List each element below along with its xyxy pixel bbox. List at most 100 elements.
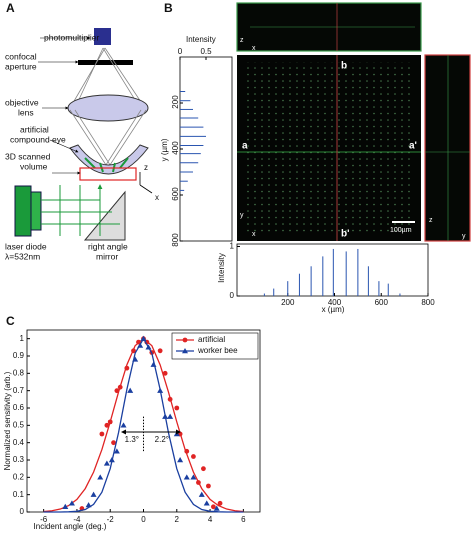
diagram-label: volume xyxy=(20,161,48,171)
microscope-images xyxy=(236,2,471,242)
laser-beams-up xyxy=(59,185,100,236)
marker xyxy=(68,500,75,506)
axis-letter: x xyxy=(252,231,256,238)
tick-label: 0 xyxy=(230,291,235,300)
marker xyxy=(184,448,190,454)
tick-label: 2 xyxy=(175,515,180,524)
marker xyxy=(157,387,164,393)
legend-label: artificial xyxy=(198,335,225,344)
x-axis-label: x (µm) xyxy=(322,305,345,314)
marker xyxy=(145,344,152,350)
tick-label: 200 xyxy=(281,298,295,307)
marker xyxy=(99,431,105,437)
marker xyxy=(182,337,188,343)
tick-label: 1 xyxy=(20,334,25,343)
image-label: b' xyxy=(341,229,350,240)
diagram-label: 3D scanned xyxy=(5,151,51,161)
x-axis-label: Incident angle (deg.) xyxy=(34,522,107,531)
axis-letter: z xyxy=(144,163,148,172)
marker xyxy=(124,365,130,371)
panel-label: B xyxy=(164,1,173,15)
tick-label: 0.7 xyxy=(13,386,25,395)
axis-glyph xyxy=(139,172,153,194)
chart-title: Intensity xyxy=(186,35,216,44)
marker xyxy=(107,419,113,425)
marker xyxy=(140,335,147,341)
marker xyxy=(103,460,110,466)
fit-curve xyxy=(43,337,244,513)
mirror xyxy=(83,190,126,241)
marker xyxy=(127,387,134,393)
marker xyxy=(206,483,211,489)
marker xyxy=(137,342,144,348)
tick-label: 400 xyxy=(328,298,342,307)
legend-box xyxy=(171,332,259,360)
scale-bar-label: 100µm xyxy=(390,227,412,234)
tick-label: 0 xyxy=(141,515,146,524)
y-axis-label: Normalized sensitivity (arb.) xyxy=(3,371,12,470)
tick-label: 600 xyxy=(375,298,389,307)
marker xyxy=(190,474,197,480)
marker xyxy=(183,474,190,480)
image-label: a' xyxy=(409,141,417,152)
image-label: b xyxy=(341,61,347,72)
marker xyxy=(111,440,116,446)
tick-label: 0.3 xyxy=(13,455,25,464)
annotation: 2.2° xyxy=(155,435,169,444)
tick-label: 200 xyxy=(171,95,180,109)
diagram-label: compound eye xyxy=(10,134,66,144)
axis-letter: y xyxy=(240,212,244,219)
marker xyxy=(62,503,69,509)
marker xyxy=(113,448,120,454)
tick-label: 0.5 xyxy=(200,47,212,56)
beam-lines xyxy=(69,47,146,109)
diagram-label: right angle xyxy=(88,241,128,251)
diagram-label: artificial xyxy=(20,124,49,134)
marker xyxy=(167,396,173,402)
marker xyxy=(132,356,139,362)
marker xyxy=(198,491,205,497)
tick-label: -2 xyxy=(107,515,115,524)
marker xyxy=(211,504,216,510)
marker xyxy=(120,422,127,428)
tick-label: 800 xyxy=(171,233,180,247)
diagram-label: aperture xyxy=(5,61,37,71)
axis-letter: x xyxy=(252,45,256,52)
diagram-label: lens xyxy=(18,107,34,117)
marker xyxy=(90,491,97,497)
axis-letter: z xyxy=(429,217,433,224)
image-label: a xyxy=(242,141,248,152)
tick-label: 0.5 xyxy=(13,420,25,429)
marker xyxy=(131,348,136,354)
photomultiplier-box xyxy=(94,28,111,45)
fit-curve xyxy=(43,337,244,513)
axis-letter: x xyxy=(155,193,159,202)
panel-label: A xyxy=(6,1,15,15)
y-axis-label: Intensity xyxy=(217,253,226,283)
panel-label: C xyxy=(6,314,15,328)
marker xyxy=(182,348,188,354)
tick-label: 400 xyxy=(171,141,180,155)
diagram-label: confocal xyxy=(5,51,37,61)
right-strip xyxy=(424,54,471,242)
marker xyxy=(108,457,115,463)
compound-eye xyxy=(69,144,149,175)
diagram-label: laser diode xyxy=(5,241,47,251)
pointer xyxy=(49,139,79,153)
tick-label: 4 xyxy=(208,515,213,524)
marker xyxy=(117,384,123,390)
diagram-label: mirror xyxy=(96,251,118,261)
tick-label: 0.9 xyxy=(13,351,25,360)
marker xyxy=(196,480,201,485)
lens-array xyxy=(245,62,415,234)
marker xyxy=(201,466,206,472)
aperture-bar xyxy=(78,60,133,65)
marker xyxy=(104,422,110,428)
marker xyxy=(203,500,210,506)
marker xyxy=(136,339,141,345)
marker xyxy=(174,405,180,411)
laser-diode xyxy=(14,185,32,237)
diagram-label: λ=532nm xyxy=(5,251,40,261)
marker xyxy=(162,370,168,376)
